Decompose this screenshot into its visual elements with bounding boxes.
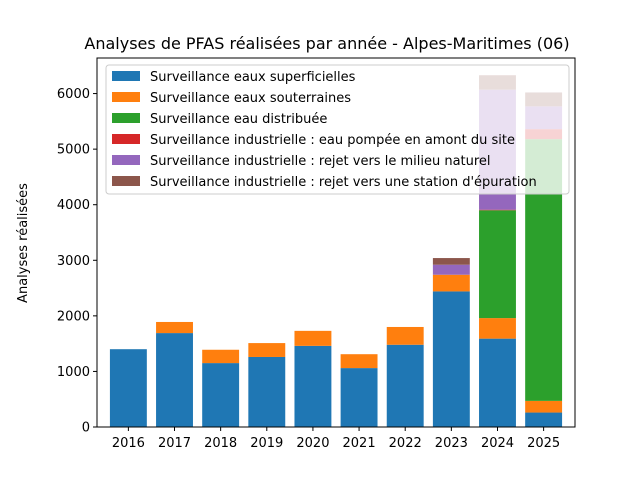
x-tick-label-2024: 2024 <box>481 436 514 451</box>
legend-label-2: Surveillance eau distribuée <box>150 112 327 127</box>
y-tick-label-5000: 5000 <box>57 143 90 158</box>
x-tick-label-2023: 2023 <box>435 436 468 451</box>
x-tick-label-2019: 2019 <box>250 436 283 451</box>
bar-2018-series-0 <box>202 363 240 427</box>
y-tick-label-3000: 3000 <box>57 254 90 269</box>
legend-label-4: Surveillance industrielle : rejet vers l… <box>150 154 491 169</box>
bar-2019-series-0 <box>248 356 286 427</box>
legend-label-1: Surveillance eaux souterraines <box>150 91 351 106</box>
bar-2023-series-0 <box>432 291 470 427</box>
bar-2024-series-1 <box>479 318 516 339</box>
bar-2021-series-1 <box>340 354 378 369</box>
bar-2018-series-1 <box>202 349 240 364</box>
bar-2023-series-5 <box>432 258 470 265</box>
bar-2023-series-4 <box>432 264 470 275</box>
x-tick-label-2025: 2025 <box>527 436 560 451</box>
legend-swatch-1 <box>112 92 140 102</box>
bar-2019-series-1 <box>248 343 286 357</box>
x-tick-label-2018: 2018 <box>204 436 237 451</box>
bar-2022-series-0 <box>386 344 424 427</box>
bar-2017-series-1 <box>156 321 193 334</box>
bar-2021-series-0 <box>340 368 378 427</box>
plot-frame <box>96 57 576 428</box>
legend-swatch-0 <box>112 71 140 81</box>
y-axis-title: Analyses réalisées <box>16 183 31 303</box>
y-tick-label-4000: 4000 <box>57 198 90 213</box>
x-tick-label-2020: 2020 <box>296 436 329 451</box>
x-tick-label-2022: 2022 <box>389 436 422 451</box>
chart-title: Analyses de PFAS réalisées par année - A… <box>84 34 569 53</box>
bar-2016-series-0 <box>109 349 147 427</box>
legend-swatch-2 <box>112 113 140 123</box>
bar-2025-series-1 <box>525 400 563 413</box>
y-tick-label-6000: 6000 <box>57 87 90 102</box>
bar-2020-series-0 <box>294 345 332 427</box>
y-tick-label-0: 0 <box>82 421 90 436</box>
bar-2023-series-1 <box>432 274 470 292</box>
x-tick-label-2021: 2021 <box>343 436 376 451</box>
legend-swatch-5 <box>112 176 140 186</box>
legend-swatch-4 <box>112 155 140 165</box>
legend: Surveillance eaux superficielles Surveill… <box>105 64 570 195</box>
legend-box <box>105 64 570 195</box>
bar-2024-series-0 <box>479 338 516 427</box>
legend-swatch-3 <box>112 134 140 144</box>
legend-label-5: Surveillance industrielle : rejet vers u… <box>150 175 537 190</box>
bar-2025-series-0 <box>525 412 563 427</box>
x-tick-label-2017: 2017 <box>158 436 191 451</box>
legend-label-0: Surveillance eaux superficielles <box>150 70 356 85</box>
y-tick-label-1000: 1000 <box>57 365 90 380</box>
y-tick-label-2000: 2000 <box>57 309 90 324</box>
bar-2022-series-1 <box>386 326 424 345</box>
bar-2024-series-2 <box>479 210 516 319</box>
bar-2024-series-3 <box>479 209 516 211</box>
legend-label-3: Surveillance industrielle : eau pompée e… <box>150 133 515 148</box>
x-tick-label-2016: 2016 <box>112 436 145 451</box>
bar-2020-series-1 <box>294 330 332 346</box>
bar-2017-series-0 <box>156 333 193 427</box>
axes-layer: 0 1000 2000 3000 4000 5000 6000 2016 2017 2018 201… <box>57 57 576 451</box>
